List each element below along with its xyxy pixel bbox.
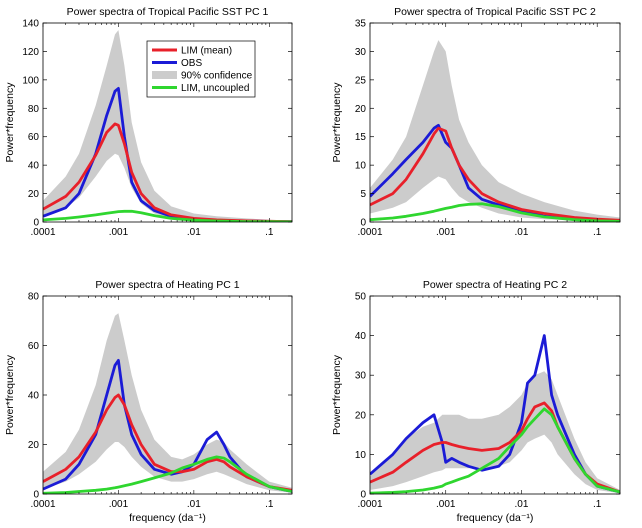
chart-title: Power spectra of Tropical Pacific SST PC… [394,6,596,18]
plot-area [43,313,292,494]
x-tick-label: .0001 [357,499,382,510]
chart-title: Power spectra of Heating PC 1 [95,279,239,291]
axes-frame [369,22,621,223]
y-tick-label: 20 [355,104,367,115]
y-tick-label: 0 [360,218,366,229]
series-line-lim-uncoupled [370,407,620,494]
chart-panel-2: 0 5 10 15 20 25 30 35 .0001 .001 .01 .1 Power spectr… [331,6,621,238]
y-tick-label: 80 [28,292,40,303]
y-tick-label: 40 [28,391,40,402]
y-tick-label: 0 [360,490,366,501]
y-tick-label: 0 [33,218,39,229]
x-tick-label: .01 [515,227,529,238]
confidence-band [370,40,620,222]
x-tick-label: .1 [593,499,602,510]
series-line-lim-mean [43,393,292,492]
chart-panel-4: 0 10 20 30 40 50 .0001 .001 .01 .1 Power spectra o… [331,279,621,524]
confidence-band [43,30,292,222]
x-tick-label: .1 [265,227,274,238]
y-axis-label: Power*frequency [331,354,343,435]
plot-area [370,334,620,494]
confidence-band [370,371,620,494]
y-tick-label: 60 [28,132,40,143]
y-tick-label: 0 [33,490,39,501]
y-tick-label: 50 [355,292,367,303]
x-tick-label: .001 [109,227,129,238]
x-tick-label: .001 [109,499,129,510]
y-tick-label: 60 [28,341,40,352]
y-tick-label: 10 [355,161,367,172]
legend-label: LIM, uncoupled [181,83,249,94]
y-tick-label: 30 [355,371,367,382]
y-tick-label: 20 [28,189,40,200]
y-tick-label: 40 [355,331,367,342]
chart-panel-3: 0 20 40 60 80 .0001 .001 .01 .1 Power spectra of … [4,279,293,524]
y-axis-label: Power*frequency [331,82,343,163]
legend-label: OBS [181,58,202,69]
x-tick-label: .01 [187,227,201,238]
series-line-lim-mean [370,126,620,222]
legend-label: LIM (mean) [181,46,232,57]
x-tick-label: .0001 [30,227,55,238]
series-line-lim-uncoupled [43,455,292,494]
y-tick-label: 35 [355,19,367,30]
x-axis-label: frequency (da⁻¹) [129,512,206,523]
x-tick-label: .1 [265,499,274,510]
y-tick-label: 15 [355,132,367,143]
legend-swatch-band [152,71,177,79]
x-tick-label: .01 [187,499,201,510]
y-tick-label: 40 [28,161,40,172]
confidence-band [43,313,292,493]
y-tick-label: 10 [355,450,367,461]
x-tick-label: .001 [436,499,456,510]
y-axis-label: Power*frequency [4,82,16,163]
x-tick-label: .001 [436,227,456,238]
y-tick-label: 120 [22,47,39,58]
y-tick-label: 80 [28,104,40,115]
x-tick-label: .0001 [30,499,55,510]
x-tick-label: .01 [515,499,529,510]
y-tick-label: 100 [22,75,39,86]
plot-area [370,40,620,222]
y-tick-label: 20 [28,440,40,451]
y-tick-label: 25 [355,75,367,86]
y-axis-label: Power*frequency [4,354,16,435]
series-line-obs [43,359,292,493]
axes-frame [369,295,621,495]
series-line-lim-uncoupled [370,202,620,222]
chart-title: Power spectra of Tropical Pacific SST PC… [67,6,269,18]
axes-frame [42,22,293,223]
y-tick-label: 5 [360,189,366,200]
chart-panel-1: 0 20 40 60 80 100 120 140 .0001 .001 .01 .1 Power sp… [4,6,293,238]
y-tick-label: 20 [355,410,367,421]
series-line-lim-uncoupled [43,209,292,222]
plot-area [43,30,292,222]
y-tick-label: 30 [355,47,367,58]
series-line-obs [370,334,620,494]
chart-title: Power spectra of Heating PC 2 [423,279,567,291]
y-tick-label: 140 [22,19,39,30]
x-tick-label: .0001 [357,227,382,238]
x-axis-label: frequency (da⁻¹) [457,512,534,523]
legend-label: 90% confidence [181,71,253,82]
x-tick-label: .1 [593,227,602,238]
